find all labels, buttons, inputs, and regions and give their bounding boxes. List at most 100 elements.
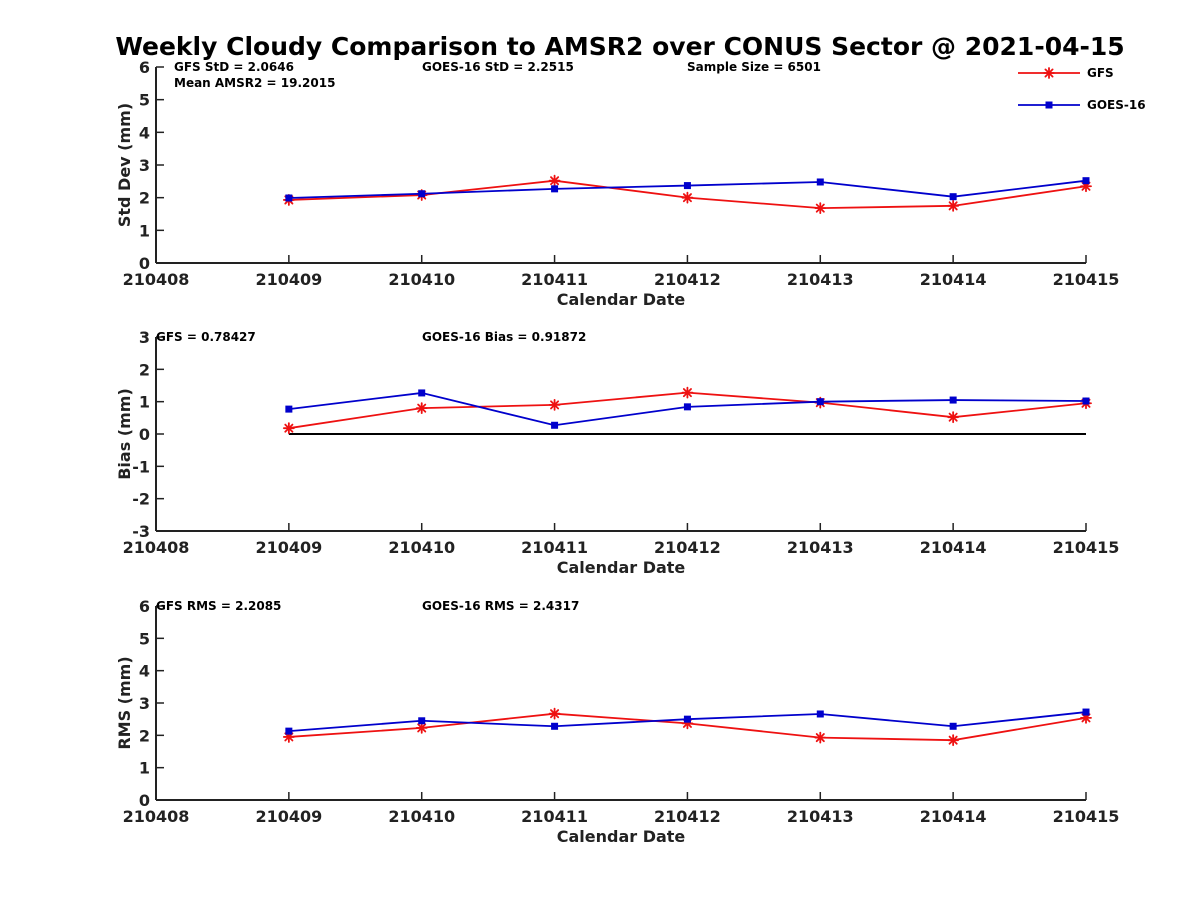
data-point-gfs — [548, 398, 561, 411]
y-tick-label: 4 — [139, 662, 150, 681]
data-point-gfs — [415, 402, 428, 415]
x-tick-label: 210411 — [521, 270, 588, 289]
chart-title: Weekly Cloudy Comparison to AMSR2 over C… — [115, 32, 1124, 61]
data-point-goes-16 — [285, 194, 293, 202]
data-point-gfs — [947, 411, 960, 424]
data-point-goes-16 — [551, 185, 559, 193]
y-tick-label: 5 — [139, 91, 150, 110]
data-point-gfs — [814, 202, 827, 215]
x-tick-label: 210409 — [255, 270, 322, 289]
y-tick-label: -1 — [132, 457, 150, 476]
data-point-goes-16 — [683, 182, 691, 190]
x-tick-label: 210412 — [654, 270, 721, 289]
y-axis-label: RMS (mm) — [115, 656, 134, 749]
x-tick-label: 210415 — [1053, 807, 1120, 826]
data-point-goes-16 — [949, 396, 957, 404]
stats-annotation: GOES-16 Bias = 0.91872 — [422, 330, 586, 344]
y-tick-label: 0 — [139, 425, 150, 444]
data-point-goes-16 — [683, 403, 691, 411]
y-tick-label: 2 — [139, 360, 150, 379]
y-tick-label: -3 — [132, 522, 150, 541]
y-axis-label: Std Dev (mm) — [115, 103, 134, 227]
data-point-goes-16 — [949, 193, 957, 201]
y-tick-label: 2 — [139, 189, 150, 208]
x-axis-label: Calendar Date — [557, 827, 686, 846]
y-tick-label: 3 — [139, 694, 150, 713]
data-point-goes-16 — [683, 715, 691, 723]
y-tick-label: -2 — [132, 490, 150, 509]
x-axis-label: Calendar Date — [557, 558, 686, 577]
x-axis-label: Calendar Date — [557, 290, 686, 309]
panel-2: -3 -2 -1 0 1 2 3 210408 210409 210410 210411 210412… — [115, 328, 1119, 577]
data-point-goes-16 — [1082, 708, 1090, 716]
data-point-gfs — [415, 721, 428, 734]
x-tick-label: 210408 — [123, 538, 190, 557]
x-tick-label: 210410 — [388, 270, 455, 289]
data-point-goes-16 — [1082, 177, 1090, 185]
stats-annotation: GOES-16 StD = 2.2515 — [422, 60, 574, 74]
data-point-gfs — [548, 174, 561, 187]
data-point-goes-16 — [1082, 397, 1090, 405]
data-point-gfs — [947, 734, 960, 747]
x-tick-label: 210414 — [920, 807, 987, 826]
x-tick-label: 210410 — [388, 807, 455, 826]
x-tick-label: 210414 — [920, 270, 987, 289]
y-tick-label: 3 — [139, 156, 150, 175]
stats-annotation: GFS RMS = 2.2085 — [156, 599, 281, 613]
y-tick-label: 6 — [139, 58, 150, 77]
stats-annotation: GFS StD = 2.0646 — [174, 60, 294, 74]
legend: GFS GOES-16 — [1018, 66, 1146, 112]
x-tick-label: 210413 — [787, 270, 854, 289]
x-tick-label: 210414 — [920, 538, 987, 557]
y-tick-label: 0 — [139, 791, 150, 810]
y-tick-label: 1 — [139, 221, 150, 240]
y-tick-label: 4 — [139, 123, 150, 142]
data-point-goes-16 — [816, 710, 824, 718]
y-tick-label: 6 — [139, 597, 150, 616]
panel-3: 0 1 2 3 4 5 6 210408 210409 210410 210411 210412 210… — [115, 597, 1119, 846]
data-point-gfs — [681, 386, 694, 399]
y-tick-label: 2 — [139, 726, 150, 745]
y-tick-label: 5 — [139, 629, 150, 648]
x-tick-label: 210409 — [255, 807, 322, 826]
data-point-goes-16 — [285, 405, 293, 413]
data-point-gfs — [947, 199, 960, 212]
x-tick-label: 210413 — [787, 538, 854, 557]
x-tick-label: 210412 — [654, 807, 721, 826]
x-tick-label: 210411 — [521, 538, 588, 557]
panels: 0 1 2 3 4 5 6 210408 210409 210410 210411 210412 210… — [115, 58, 1146, 846]
data-point-goes-16 — [418, 389, 426, 397]
stats-annotation: GOES-16 RMS = 2.4317 — [422, 599, 579, 613]
x-tick-label: 210409 — [255, 538, 322, 557]
x-tick-label: 210410 — [388, 538, 455, 557]
stats-annotation: Mean AMSR2 = 19.2015 — [174, 76, 335, 90]
legend-marker — [1045, 101, 1053, 109]
x-tick-label: 210411 — [521, 807, 588, 826]
data-point-goes-16 — [418, 190, 426, 198]
y-axis-label: Bias (mm) — [115, 388, 134, 480]
stats-annotation: GFS = 0.78427 — [156, 330, 256, 344]
data-point-goes-16 — [949, 722, 957, 730]
data-point-goes-16 — [418, 717, 426, 725]
data-point-gfs — [282, 422, 295, 435]
y-tick-label: 0 — [139, 254, 150, 273]
x-tick-label: 210408 — [123, 270, 190, 289]
data-point-goes-16 — [816, 178, 824, 186]
data-point-goes-16 — [551, 421, 559, 429]
legend-label: GOES-16 — [1087, 98, 1146, 112]
x-tick-label: 210415 — [1053, 538, 1120, 557]
stats-annotation: Sample Size = 6501 — [687, 60, 821, 74]
x-tick-label: 210413 — [787, 807, 854, 826]
y-tick-label: 3 — [139, 328, 150, 347]
data-point-goes-16 — [285, 727, 293, 735]
x-tick-label: 210415 — [1053, 270, 1120, 289]
data-point-gfs — [681, 191, 694, 204]
x-tick-label: 210412 — [654, 538, 721, 557]
panel-1: 0 1 2 3 4 5 6 210408 210409 210410 210411 210412 210… — [115, 58, 1146, 309]
legend-label: GFS — [1087, 66, 1114, 80]
data-point-gfs — [548, 707, 561, 720]
data-point-goes-16 — [816, 398, 824, 406]
x-tick-label: 210408 — [123, 807, 190, 826]
data-point-gfs — [814, 731, 827, 744]
